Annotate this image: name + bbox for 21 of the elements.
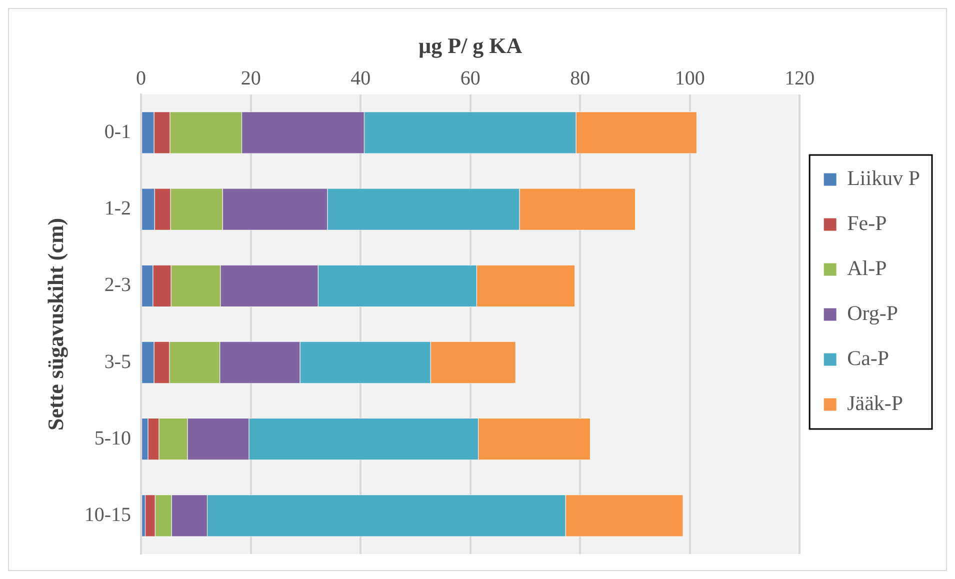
x-axis-title: µg P/ g KA (418, 32, 522, 58)
y-tick-label: 2-3 (104, 274, 132, 296)
legend-label: Al-P (847, 256, 887, 280)
legend-label: Fe-P (847, 211, 887, 236)
x-tick-label: 80 (570, 68, 590, 90)
y-tick-label: 1-2 (104, 198, 132, 220)
legend-label: Liikuv P (847, 166, 920, 190)
legend-label: Org-P (847, 301, 898, 326)
y-tick-label: 10-15 (84, 504, 132, 526)
x-tick-label: 40 (350, 68, 371, 90)
y-axis-title: Sette sügavuskiht (cm) (42, 218, 68, 431)
legend-label: Jääk-P (847, 391, 904, 416)
y-tick-label: 3-5 (104, 350, 132, 373)
x-tick-label: 120 (784, 68, 815, 90)
x-tick-label: 60 (460, 68, 480, 90)
legend-label: Ca-P (847, 346, 890, 370)
x-tick-label: 100 (674, 68, 705, 90)
y-tick-label: 5-10 (94, 427, 132, 450)
x-tick-label: 0 (136, 68, 146, 90)
y-tick-label: 0-1 (104, 120, 132, 143)
x-tick-label: 20 (240, 68, 261, 90)
